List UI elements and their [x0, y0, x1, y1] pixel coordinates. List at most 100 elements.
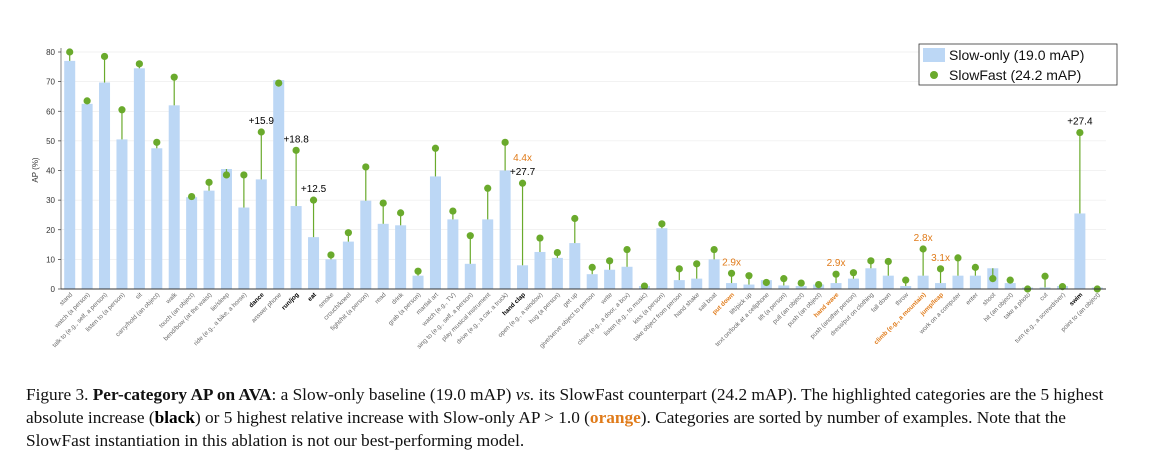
slow-only-bar — [81, 103, 93, 289]
slowfast-point — [83, 97, 91, 105]
slowfast-point — [849, 269, 858, 277]
legend-box — [918, 43, 1118, 86]
figure-caption: Figure 3. Per-category AP on AVA: a Slow… — [26, 383, 1130, 452]
slow-only-bar — [726, 283, 738, 289]
slow-only-bar — [778, 285, 790, 289]
slow-only-bars — [64, 60, 1103, 290]
x-tick-label: cut — [1039, 291, 1050, 302]
slowfast-point — [292, 146, 300, 154]
x-tick-label: enter — [965, 291, 980, 306]
slowfast-point — [188, 192, 196, 201]
annotation-label: +18.8 — [283, 134, 309, 145]
slow-only-bar — [708, 259, 720, 289]
x-tick-label: run/jog — [280, 291, 300, 311]
y-tick-label: 30 — [46, 196, 55, 205]
caption-text-1: : a Slow-only baseline (19.0 mAP) — [271, 385, 516, 404]
annotation-label: 2.9x — [722, 257, 741, 268]
x-tick-label: sit — [134, 291, 144, 301]
slowfast-point — [257, 128, 265, 136]
x-tick-label: fall down — [870, 291, 893, 314]
slow-only-bar — [342, 241, 354, 289]
slow-only-bar — [969, 275, 981, 289]
y-tick-label: 70 — [46, 78, 55, 87]
axes — [60, 48, 1106, 290]
slow-only-bar — [255, 179, 267, 289]
slow-only-bar — [1039, 287, 1051, 289]
slowfast-point — [344, 229, 352, 237]
slow-only-bar — [377, 223, 389, 289]
slow-only-bar — [882, 275, 894, 289]
slowfast-point — [414, 267, 422, 275]
annotation-label: 4.4x — [513, 153, 532, 164]
slowfast-point — [693, 260, 701, 268]
slow-only-bar — [691, 278, 703, 289]
slow-only-bar — [551, 257, 563, 289]
slowfast-point — [362, 163, 370, 171]
slow-only-bar — [621, 266, 633, 289]
slowfast-point — [571, 214, 579, 223]
slowfast-point — [501, 138, 509, 146]
slowfast-point — [240, 171, 248, 179]
y-tick-label: 40 — [46, 167, 55, 176]
slowfast-point — [205, 178, 213, 186]
slowfast-point — [867, 257, 875, 265]
y-tick-label: 80 — [46, 48, 55, 57]
caption-orange-word: orange — [589, 408, 641, 427]
annotation-label: 3.1x — [931, 253, 950, 264]
slowfast-point — [66, 48, 74, 56]
y-tick-labels: 0 10 20 30 40 50 60 70 80 — [46, 48, 55, 294]
slow-only-bar — [203, 190, 215, 289]
slow-only-bar — [308, 237, 320, 289]
slowfast-point — [1006, 276, 1014, 284]
x-tick-label: eat — [307, 291, 319, 303]
legend-fast-marker — [930, 71, 938, 79]
slowfast-point — [309, 196, 318, 204]
slow-only-bar — [830, 283, 842, 289]
slowfast-point — [275, 79, 283, 87]
slowfast-point — [466, 232, 474, 240]
slowfast-point — [919, 245, 927, 253]
slowfast-point — [153, 138, 161, 146]
slow-only-bar — [273, 80, 285, 289]
slowfast-point — [135, 60, 143, 68]
slow-only-bar — [395, 225, 407, 289]
caption-figure-label: Figure 3. — [26, 385, 89, 404]
slowfast-dots — [66, 48, 1101, 293]
y-tick-label: 60 — [46, 107, 55, 116]
x-tick-label: drink — [390, 291, 405, 306]
slow-only-bar — [795, 286, 807, 289]
slowfast-point — [623, 245, 631, 254]
slow-only-bar — [743, 284, 755, 289]
annotations: +15.9 +18.8 +12.5 4.4x +27.7 2.9x 2.9x 2.8x 3.1x… — [249, 116, 1093, 269]
slowfast-point — [606, 257, 614, 265]
slowfast-point — [710, 245, 718, 254]
slow-only-bar — [499, 170, 511, 289]
slow-only-bar — [325, 259, 337, 289]
slowfast-point — [727, 269, 736, 277]
slowfast-point — [553, 248, 561, 257]
annotation-label: 2.8x — [914, 233, 933, 244]
slowfast-point — [397, 209, 405, 217]
slow-only-bar — [534, 251, 546, 289]
slowfast-point — [675, 265, 683, 273]
slowfast-point — [518, 179, 527, 187]
slowfast-point — [1076, 128, 1084, 137]
slowfast-point — [762, 278, 770, 287]
slow-only-bar — [1074, 213, 1086, 289]
slowfast-point — [118, 106, 126, 114]
slow-only-bar — [656, 228, 668, 289]
annotation-label: +27.4 — [1067, 117, 1093, 128]
caption-vs: vs. — [515, 385, 535, 404]
slow-only-bar — [847, 278, 859, 289]
slow-only-bar — [447, 219, 459, 289]
slow-only-bar — [482, 219, 494, 289]
slowfast-point — [797, 279, 805, 287]
slow-only-bar — [673, 280, 685, 289]
slow-only-bar — [464, 263, 476, 289]
slowfast-point — [1058, 283, 1067, 291]
slowfast-point — [936, 265, 945, 273]
slow-only-bar — [151, 148, 163, 289]
slow-only-bar — [238, 207, 250, 289]
